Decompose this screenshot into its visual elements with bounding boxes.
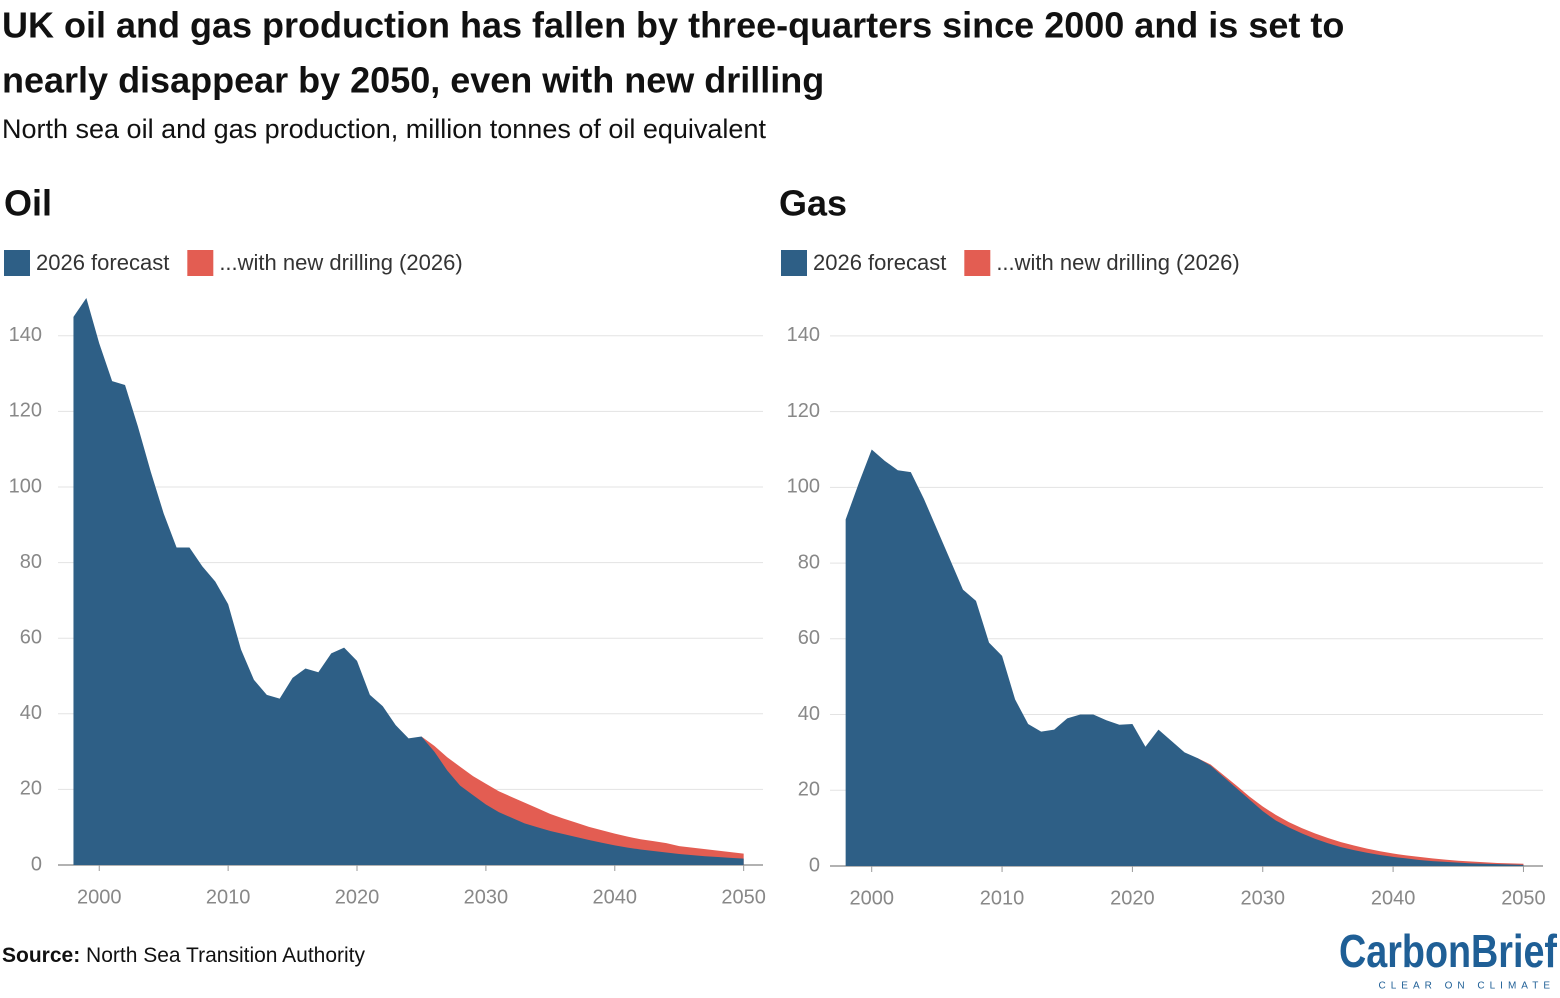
x-tick-label: 2040 bbox=[593, 886, 638, 908]
source-label: Source: bbox=[2, 944, 80, 967]
title: UK oil and gas production has fallen by … bbox=[2, 5, 1344, 46]
y-tick-label: 0 bbox=[31, 853, 42, 875]
y-tick-label: 60 bbox=[798, 627, 820, 649]
y-tick-label: 40 bbox=[798, 703, 820, 725]
y-tick-label: 100 bbox=[787, 476, 820, 498]
y-tick-label: 0 bbox=[809, 854, 820, 876]
legend-swatch bbox=[964, 250, 991, 276]
x-tick-label: 2000 bbox=[849, 887, 894, 909]
legend-label: ...with new drilling (2026) bbox=[996, 250, 1239, 275]
panel-title: Gas bbox=[779, 183, 847, 224]
x-tick-label: 2010 bbox=[206, 886, 251, 908]
x-tick-label: 2050 bbox=[721, 886, 766, 908]
panel-title: Oil bbox=[4, 183, 52, 224]
x-tick-label: 2020 bbox=[1110, 887, 1155, 909]
area bbox=[73, 298, 744, 865]
y-tick-label: 140 bbox=[9, 324, 42, 346]
source-text: North Sea Transition Authority bbox=[86, 944, 365, 967]
y-tick-label: 60 bbox=[20, 626, 42, 648]
y-tick-label: 20 bbox=[798, 779, 820, 801]
y-tick-label: 140 bbox=[787, 324, 820, 346]
y-tick-label: 20 bbox=[20, 778, 42, 800]
x-tick-label: 2000 bbox=[77, 886, 122, 908]
area bbox=[845, 449, 1524, 866]
x-tick-label: 2030 bbox=[464, 886, 509, 908]
x-tick-label: 2050 bbox=[1501, 887, 1546, 909]
y-tick-label: 120 bbox=[9, 400, 42, 422]
y-tick-label: 100 bbox=[9, 475, 42, 497]
y-tick-label: 80 bbox=[798, 551, 820, 573]
x-tick-label: 2020 bbox=[335, 886, 380, 908]
logo: CarbonBrief bbox=[1339, 925, 1558, 977]
legend-label: ...with new drilling (2026) bbox=[219, 250, 462, 275]
legend-label: 2026 forecast bbox=[36, 250, 169, 275]
logo-tagline: CLEAR ON CLIMATE bbox=[1379, 981, 1556, 992]
title: nearly disappear by 2050, even with new … bbox=[2, 60, 824, 101]
y-tick-label: 80 bbox=[20, 551, 42, 573]
legend-swatch bbox=[187, 250, 214, 276]
x-tick-label: 2010 bbox=[980, 887, 1025, 909]
legend-swatch bbox=[781, 250, 807, 276]
legend-label: 2026 forecast bbox=[813, 250, 946, 275]
x-tick-label: 2030 bbox=[1241, 887, 1286, 909]
x-tick-label: 2040 bbox=[1371, 887, 1416, 909]
y-tick-label: 40 bbox=[20, 702, 42, 724]
source: Source: North Sea Transition Authority bbox=[2, 944, 366, 967]
subtitle: North sea oil and gas production, millio… bbox=[2, 114, 766, 144]
y-tick-label: 120 bbox=[787, 400, 820, 422]
legend-swatch bbox=[4, 250, 30, 276]
